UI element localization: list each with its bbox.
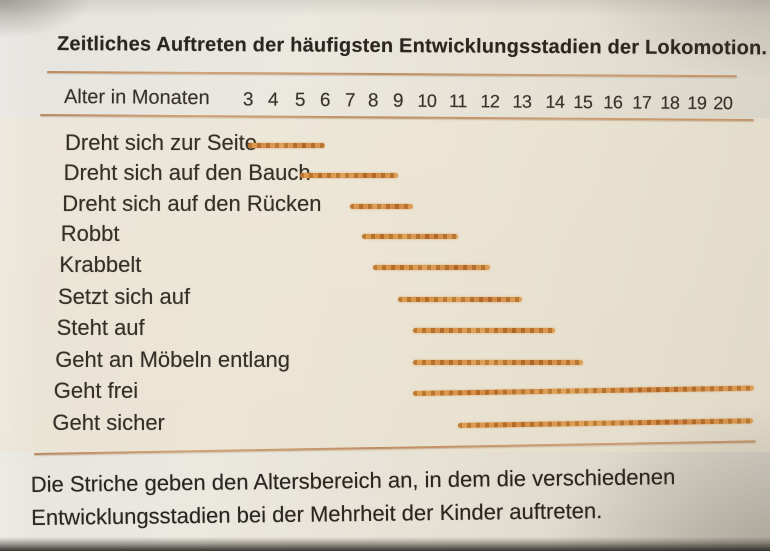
milestone-bar bbox=[373, 265, 490, 270]
month-tick: 10 bbox=[417, 90, 437, 111]
milestone-label: Setzt sich auf bbox=[58, 284, 191, 309]
month-tick: 8 bbox=[367, 90, 379, 112]
milestone-label: Geht an Möbeln entlang bbox=[55, 347, 291, 372]
milestone-bar bbox=[412, 385, 753, 396]
milestone-bar bbox=[350, 204, 413, 209]
month-tick: 9 bbox=[392, 90, 404, 112]
milestone-bar bbox=[457, 418, 754, 428]
month-tick: 20 bbox=[713, 93, 733, 114]
milestone-bar bbox=[248, 143, 325, 148]
month-tick: 17 bbox=[632, 92, 652, 113]
month-tick: 18 bbox=[660, 92, 680, 113]
month-tick: 3 bbox=[242, 89, 254, 111]
milestone-label: Geht frei bbox=[53, 378, 139, 403]
month-tick: 16 bbox=[603, 92, 623, 113]
month-tick: 15 bbox=[573, 91, 593, 113]
chart-title: Zeitliches Auftreten der häufigsten Entw… bbox=[56, 33, 768, 60]
top-divider bbox=[46, 71, 737, 78]
bottom-divider bbox=[33, 440, 756, 455]
month-tick: 12 bbox=[480, 91, 500, 112]
months-axis: Alter in Monaten 3 4 5 6 7 8 9 10 11 12 13 14 15 16 17… bbox=[0, 0, 770, 126]
milestone-label: Dreht sich auf den Rücken bbox=[62, 191, 322, 216]
month-tick: 7 bbox=[344, 90, 356, 112]
axis-label: Alter in Monaten bbox=[63, 85, 210, 110]
figure-caption: Die Striche geben den Altersbereich an, … bbox=[31, 459, 752, 534]
milestone-label: Steht auf bbox=[56, 315, 145, 340]
axis-divider bbox=[39, 114, 754, 121]
month-tick: 4 bbox=[267, 89, 279, 111]
milestone-label: Dreht sich zur Seite bbox=[65, 130, 257, 155]
month-tick: 19 bbox=[687, 92, 707, 114]
milestone-bar bbox=[412, 328, 555, 333]
milestone-bar bbox=[361, 234, 458, 239]
photo-bottom-edge-shadow bbox=[0, 537, 770, 551]
month-tick: 5 bbox=[294, 89, 306, 111]
milestone-bar bbox=[300, 173, 398, 178]
milestone-label: Dreht sich auf den Bauch bbox=[63, 160, 311, 185]
milestone-label: Robbt bbox=[60, 221, 120, 246]
month-tick: 6 bbox=[319, 90, 331, 112]
month-tick: 13 bbox=[512, 91, 532, 112]
milestone-label: Geht sicher bbox=[52, 410, 165, 435]
milestone-label: Krabbelt bbox=[59, 252, 142, 277]
month-tick: 11 bbox=[448, 91, 468, 112]
month-tick: 14 bbox=[545, 91, 565, 112]
milestone-bar bbox=[412, 360, 583, 365]
milestone-bar bbox=[398, 297, 522, 302]
